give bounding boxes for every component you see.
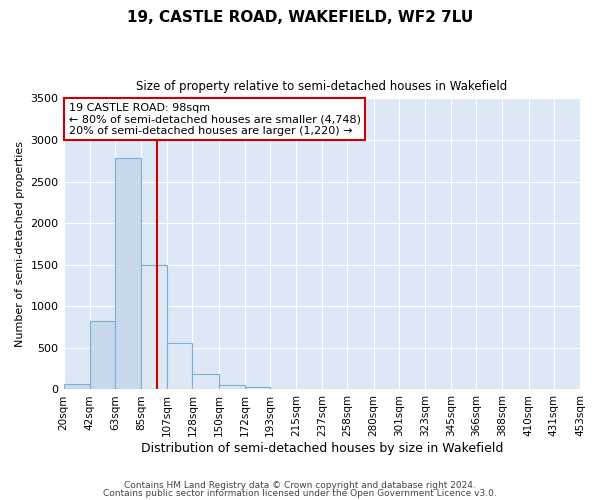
Text: 19, CASTLE ROAD, WAKEFIELD, WF2 7LU: 19, CASTLE ROAD, WAKEFIELD, WF2 7LU (127, 10, 473, 25)
X-axis label: Distribution of semi-detached houses by size in Wakefield: Distribution of semi-detached houses by … (140, 442, 503, 455)
Bar (245, 387, 270, 390)
Bar (141, 264, 167, 390)
Text: Contains HM Land Registry data © Crown copyright and database right 2024.: Contains HM Land Registry data © Crown c… (124, 481, 476, 490)
Bar (167, 343, 193, 390)
Bar (64, 384, 90, 390)
Text: 19 CASTLE ROAD: 98sqm
← 80% of semi-detached houses are smaller (4,748)
20% of s: 19 CASTLE ROAD: 98sqm ← 80% of semi-deta… (69, 102, 361, 136)
Text: Contains public sector information licensed under the Open Government Licence v3: Contains public sector information licen… (103, 488, 497, 498)
Bar (193, 374, 218, 390)
Bar (115, 158, 141, 390)
Bar (90, 322, 115, 390)
Title: Size of property relative to semi-detached houses in Wakefield: Size of property relative to semi-detach… (136, 80, 508, 93)
Bar (218, 385, 245, 390)
Y-axis label: Number of semi-detached properties: Number of semi-detached properties (15, 141, 25, 347)
